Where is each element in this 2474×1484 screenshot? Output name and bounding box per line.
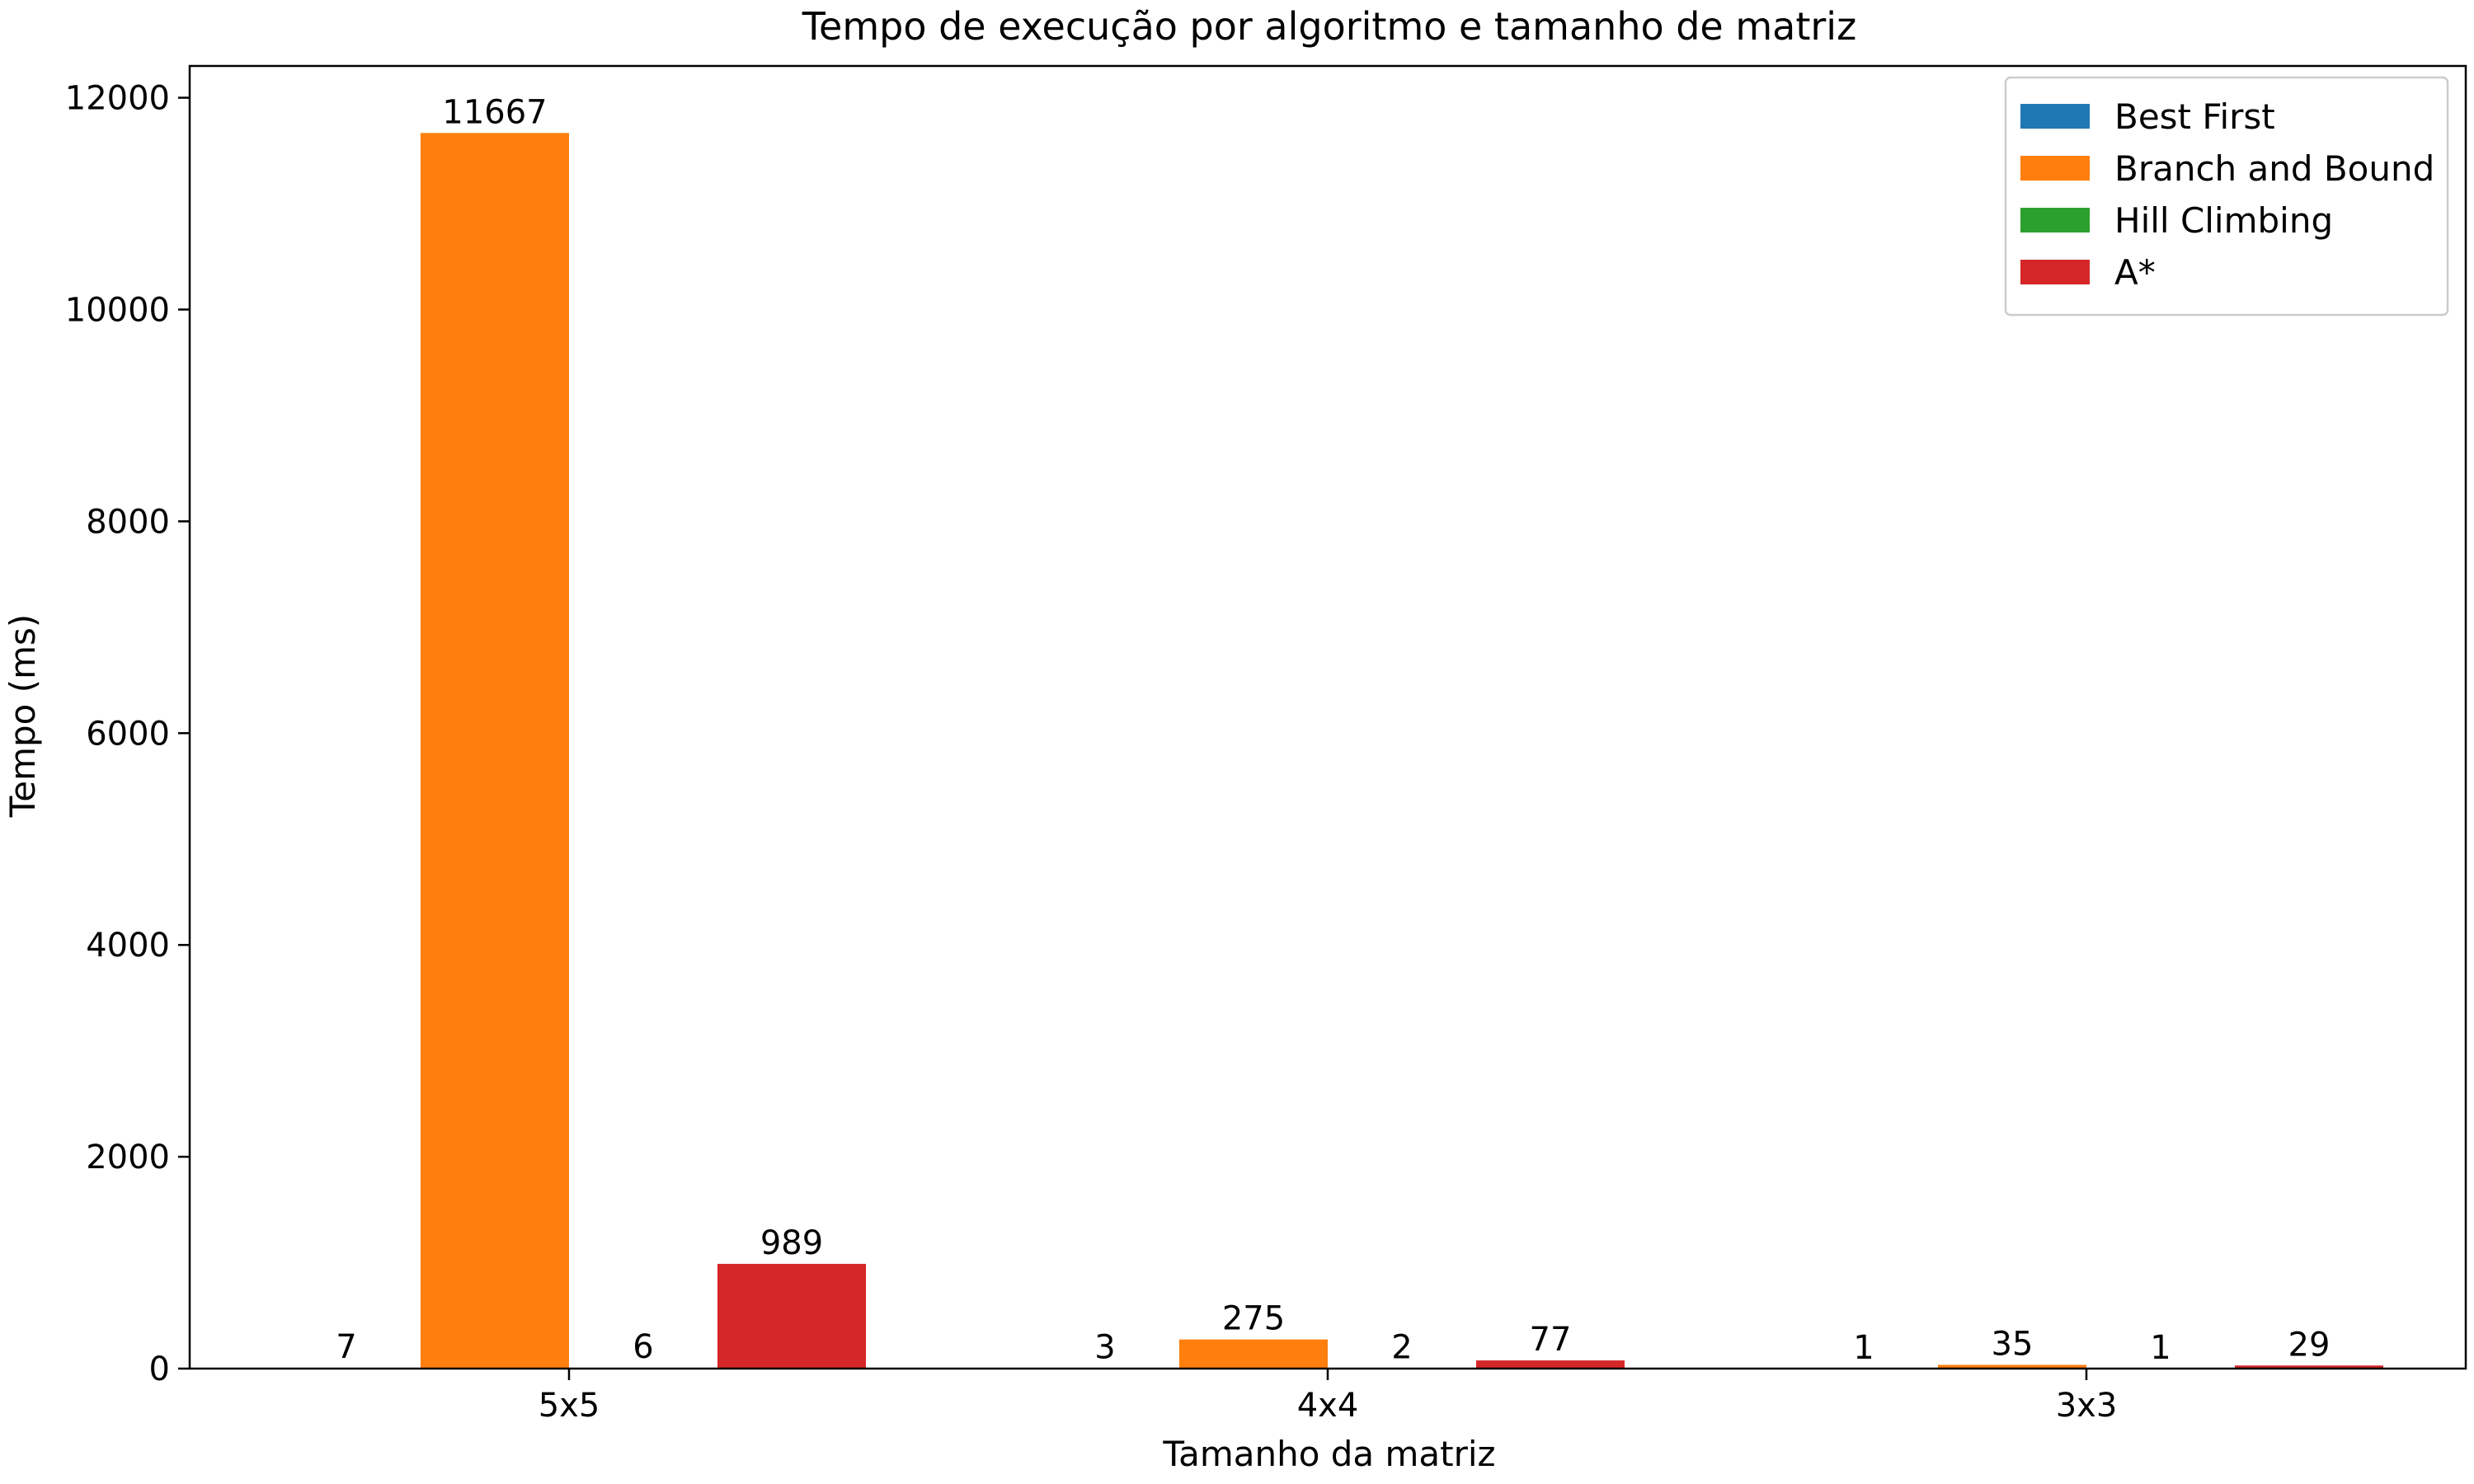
x-axis-label: Tamanho da matriz xyxy=(1162,1434,1495,1474)
legend-label: A* xyxy=(2114,252,2156,293)
y-tick-label: 6000 xyxy=(86,715,170,753)
y-tick-label: 4000 xyxy=(86,927,170,965)
bar xyxy=(1938,1364,2086,1369)
data-label: 7 xyxy=(336,1328,356,1366)
y-tick-label: 12000 xyxy=(65,80,170,118)
data-label: 989 xyxy=(760,1224,823,1262)
bar xyxy=(1476,1360,1625,1369)
x-axis: 5x5 4x4 3x3 xyxy=(539,1369,2118,1425)
legend-label: Branch and Bound xyxy=(2114,148,2434,189)
legend: Best First Branch and Bound Hill Climbing A… xyxy=(2004,76,2449,317)
bar xyxy=(421,133,569,1369)
legend-frame xyxy=(2004,76,2449,317)
y-tick-label: 0 xyxy=(149,1350,170,1388)
bar-group xyxy=(272,133,2383,1369)
bar xyxy=(1179,1339,1328,1369)
data-labels: 7 11667 6 989 3 275 2 77 1 35 1 29 xyxy=(336,93,2330,1367)
chart-title: Tempo de execução por algoritmo e tamanh… xyxy=(802,4,1856,49)
data-label: 3 xyxy=(1094,1329,1115,1367)
plot-frame xyxy=(188,64,2467,1370)
legend-swatch xyxy=(2020,104,2090,129)
x-tick-label: 5x5 xyxy=(539,1387,600,1425)
bar xyxy=(717,1263,866,1369)
data-label: 35 xyxy=(1992,1326,2034,1364)
legend-swatch xyxy=(2020,260,2090,284)
data-label: 1 xyxy=(1853,1329,1874,1367)
data-label: 11667 xyxy=(442,93,547,131)
bar xyxy=(2235,1365,2383,1369)
legend-label: Best First xyxy=(2114,96,2275,137)
y-tick-label: 2000 xyxy=(86,1139,170,1176)
data-label: 29 xyxy=(2288,1326,2331,1364)
y-tick-label: 8000 xyxy=(86,503,170,541)
data-label: 1 xyxy=(2150,1329,2171,1367)
x-tick-label: 3x3 xyxy=(2056,1387,2118,1425)
legend-swatch xyxy=(2020,156,2090,181)
y-axis-label: Tempo (ms) xyxy=(2,614,43,819)
data-label: 77 xyxy=(1530,1321,1572,1359)
x-tick-label: 4x4 xyxy=(1297,1387,1359,1425)
y-axis: 0 2000 4000 6000 8000 10000 12000 xyxy=(65,80,190,1388)
legend-swatch xyxy=(2020,208,2090,232)
y-tick-label: 10000 xyxy=(65,291,170,329)
legend-label: Hill Climbing xyxy=(2114,200,2333,241)
data-label: 275 xyxy=(1222,1300,1285,1338)
data-label: 6 xyxy=(633,1328,653,1366)
data-label: 2 xyxy=(1391,1329,1412,1367)
